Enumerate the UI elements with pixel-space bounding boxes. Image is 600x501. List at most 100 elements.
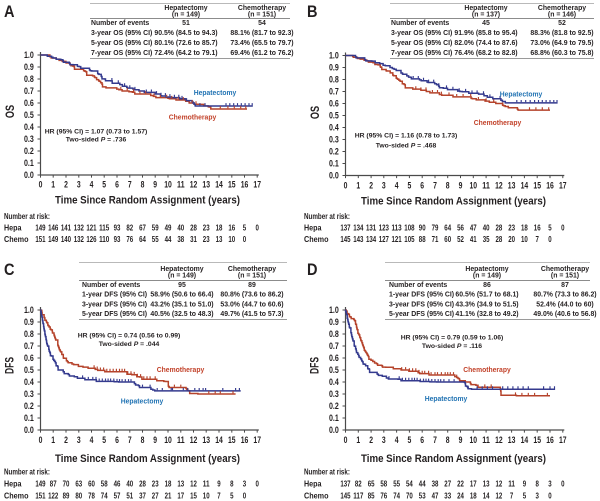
svg-text:0: 0 — [344, 180, 348, 191]
svg-text:74: 74 — [393, 492, 400, 501]
svg-text:11: 11 — [203, 479, 210, 488]
svg-text:12: 12 — [496, 479, 503, 488]
svg-text:90.5% (84.5 to 94.3): 90.5% (84.5 to 94.3) — [154, 30, 217, 37]
svg-text:43.2% (35.1 to 51.0): 43.2% (35.1 to 51.0) — [150, 302, 213, 309]
svg-text:49.7% (41.5 to 57.3): 49.7% (41.5 to 57.3) — [220, 311, 283, 318]
svg-text:68.8% (60.3 to 75.8): 68.8% (60.3 to 75.8) — [530, 50, 593, 57]
svg-text:90: 90 — [419, 223, 426, 232]
svg-text:8: 8 — [446, 180, 450, 191]
svg-text:1.0: 1.0 — [329, 51, 339, 61]
svg-text:23: 23 — [508, 223, 515, 232]
svg-text:13: 13 — [216, 235, 223, 244]
svg-text:13: 13 — [508, 180, 516, 191]
svg-text:110: 110 — [99, 235, 110, 244]
svg-text:Time Since Random Assignment (: Time Since Random Assignment (years) — [55, 195, 240, 207]
svg-text:11: 11 — [482, 180, 490, 191]
svg-text:15: 15 — [533, 180, 541, 191]
svg-text:HR (95% CI) = 0.74 (0.56 to 0.: HR (95% CI) = 0.74 (0.56 to 0.99) — [78, 333, 181, 340]
svg-text:11: 11 — [508, 479, 515, 488]
svg-text:72.4% (64.2 to 79.1): 72.4% (64.2 to 79.1) — [154, 50, 217, 57]
svg-text:0.1: 0.1 — [329, 413, 339, 423]
svg-text:0.4: 0.4 — [329, 377, 339, 387]
svg-text:76: 76 — [380, 492, 387, 501]
svg-text:134: 134 — [353, 223, 364, 232]
svg-text:5: 5 — [408, 180, 412, 191]
svg-text:27: 27 — [444, 479, 451, 488]
svg-text:33: 33 — [444, 492, 451, 501]
svg-text:7: 7 — [433, 180, 437, 191]
svg-text:37: 37 — [139, 492, 146, 501]
svg-text:2: 2 — [369, 434, 373, 445]
svg-text:(n = 151): (n = 151) — [551, 273, 579, 280]
svg-text:18: 18 — [470, 492, 477, 501]
svg-text:Chemotherapy: Chemotherapy — [169, 113, 217, 122]
svg-text:87: 87 — [50, 479, 57, 488]
svg-text:1: 1 — [356, 180, 360, 191]
svg-text:8: 8 — [536, 479, 540, 488]
svg-text:0.3: 0.3 — [24, 134, 34, 144]
svg-text:0.7: 0.7 — [24, 86, 34, 96]
svg-text:18: 18 — [216, 223, 223, 232]
svg-text:5-year DFS (95% CI): 5-year DFS (95% CI) — [389, 311, 454, 318]
svg-text:7: 7 — [433, 434, 437, 445]
svg-text:Number of events: Number of events — [391, 20, 449, 27]
svg-text:64: 64 — [444, 223, 451, 232]
svg-text:115: 115 — [99, 223, 110, 232]
svg-text:47: 47 — [432, 492, 439, 501]
svg-text:Chemotherapy: Chemotherapy — [541, 266, 589, 273]
svg-text:0.4: 0.4 — [24, 122, 34, 132]
svg-text:DFS: DFS — [3, 357, 17, 374]
svg-text:95: 95 — [178, 282, 186, 289]
svg-text:5: 5 — [243, 223, 247, 232]
svg-text:(n = 151): (n = 151) — [248, 12, 276, 19]
svg-text:9: 9 — [523, 479, 527, 488]
svg-text:16: 16 — [228, 223, 235, 232]
svg-text:46: 46 — [114, 479, 121, 488]
svg-text:9: 9 — [217, 479, 221, 488]
svg-text:122: 122 — [48, 492, 59, 501]
svg-text:40: 40 — [483, 223, 490, 232]
svg-text:22: 22 — [457, 479, 464, 488]
svg-text:0.1: 0.1 — [24, 158, 34, 168]
svg-text:69.4% (61.2 to 76.2): 69.4% (61.2 to 76.2) — [230, 50, 293, 57]
svg-text:0: 0 — [39, 179, 43, 190]
svg-text:(n = 149): (n = 149) — [172, 12, 200, 19]
svg-text:2: 2 — [369, 180, 373, 191]
svg-text:18: 18 — [521, 223, 528, 232]
svg-text:0.0: 0.0 — [329, 171, 339, 181]
svg-text:Hepa: Hepa — [304, 479, 322, 488]
svg-text:Number at risk:: Number at risk: — [304, 212, 350, 221]
svg-text:6: 6 — [115, 179, 119, 190]
svg-text:8: 8 — [141, 434, 145, 445]
svg-text:Number at risk:: Number at risk: — [4, 212, 50, 221]
svg-text:3: 3 — [382, 180, 386, 191]
svg-text:126: 126 — [86, 235, 97, 244]
svg-text:D: D — [307, 261, 318, 279]
svg-text:12: 12 — [495, 434, 503, 445]
svg-text:0.9: 0.9 — [24, 62, 34, 72]
svg-text:8: 8 — [230, 479, 234, 488]
svg-text:Hepatectomy: Hepatectomy — [500, 90, 543, 99]
svg-text:A: A — [4, 3, 15, 21]
svg-text:70: 70 — [63, 479, 70, 488]
svg-text:7: 7 — [217, 492, 221, 501]
svg-text:Hepatectomy: Hepatectomy — [194, 88, 237, 97]
svg-text:10: 10 — [203, 492, 210, 501]
svg-text:86: 86 — [483, 282, 491, 289]
svg-text:15: 15 — [533, 434, 541, 445]
svg-text:Hepatectomy: Hepatectomy — [121, 397, 164, 406]
svg-text:Hepatectomy: Hepatectomy — [464, 5, 507, 12]
svg-text:0.3: 0.3 — [329, 389, 339, 399]
svg-text:0: 0 — [548, 235, 552, 244]
svg-text:60: 60 — [444, 235, 451, 244]
svg-text:5-year OS (95% CI): 5-year OS (95% CI) — [91, 40, 152, 47]
svg-text:76.4% (68.2 to 82.8): 76.4% (68.2 to 82.8) — [454, 50, 517, 57]
svg-text:0: 0 — [256, 223, 260, 232]
svg-text:7: 7 — [128, 434, 132, 445]
svg-text:DFS: DFS — [308, 357, 322, 374]
svg-text:79: 79 — [432, 223, 439, 232]
svg-text:0.4: 0.4 — [24, 377, 34, 387]
svg-text:7-year OS (95% CI): 7-year OS (95% CI) — [91, 50, 152, 57]
svg-text:5: 5 — [523, 492, 527, 501]
svg-text:45: 45 — [482, 20, 490, 27]
